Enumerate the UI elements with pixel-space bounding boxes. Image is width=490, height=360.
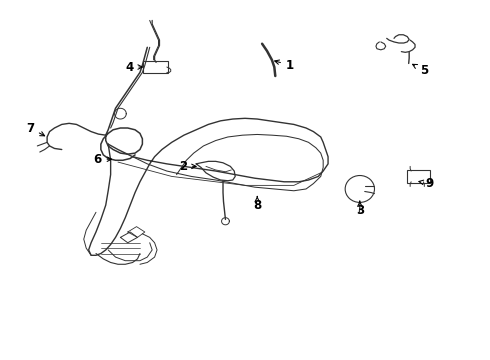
Text: 8: 8: [253, 197, 261, 212]
Text: 9: 9: [419, 177, 434, 190]
Text: 4: 4: [125, 60, 143, 73]
FancyBboxPatch shape: [407, 170, 430, 183]
Ellipse shape: [345, 176, 374, 202]
Text: 1: 1: [275, 59, 294, 72]
Text: 3: 3: [356, 201, 364, 217]
Text: 7: 7: [26, 122, 45, 136]
Text: 5: 5: [413, 64, 428, 77]
Text: 6: 6: [93, 153, 112, 166]
FancyBboxPatch shape: [144, 61, 168, 73]
Text: 2: 2: [179, 160, 196, 173]
